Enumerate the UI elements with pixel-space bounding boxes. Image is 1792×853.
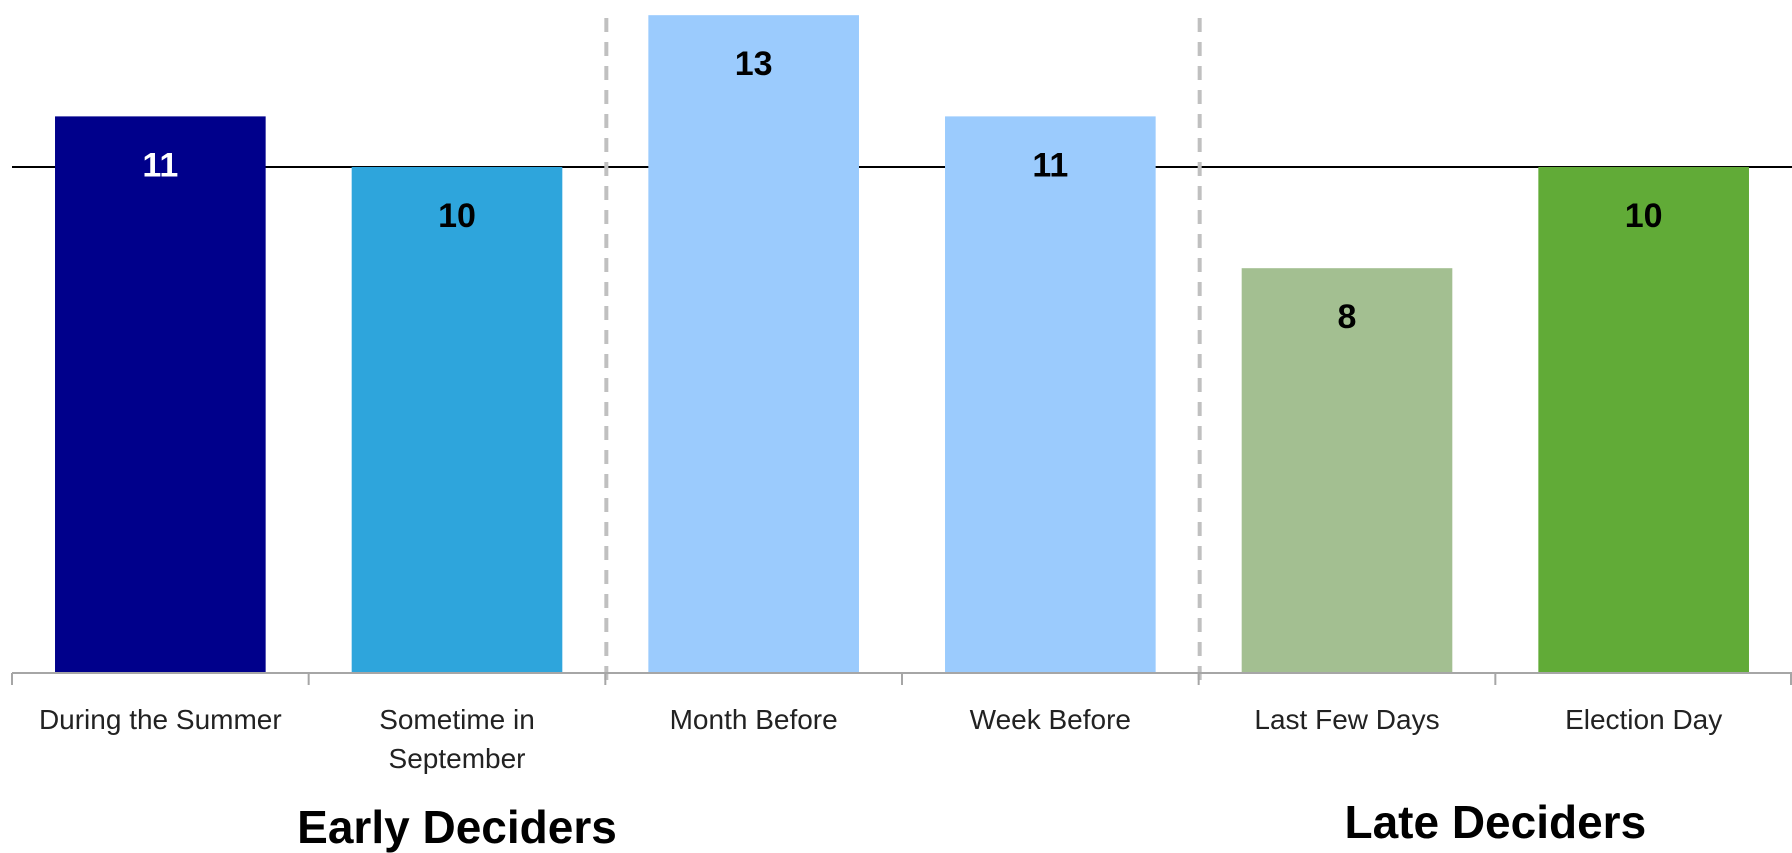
bar-group-5: 8 xyxy=(1241,268,1453,673)
bar-value-label-4: 11 xyxy=(1032,146,1068,184)
bar-value-label-3: 13 xyxy=(735,45,773,83)
x-tick-label-6: Election Day xyxy=(1565,704,1722,735)
bar-value-label-5: 8 xyxy=(1338,298,1357,336)
x-tick-label-3: Month Before xyxy=(670,704,838,735)
bar-value-label-2: 10 xyxy=(438,197,476,235)
x-tick-labels: During the Summer Sometime in September Mon… xyxy=(39,704,1722,774)
bar-group-2: 10 xyxy=(351,166,563,673)
bar-value-label-1: 11 xyxy=(142,146,178,184)
group-label-2: Late Deciders xyxy=(1344,796,1646,848)
x-axis xyxy=(11,672,1792,685)
bars-layer: 11 10 13 11 8 10 xyxy=(55,15,1749,673)
x-tick-label-1: During the Summer xyxy=(39,704,282,735)
bar-group-6: 10 xyxy=(1538,166,1749,673)
bar-1 xyxy=(55,116,266,673)
group-divider-layer xyxy=(604,18,1202,686)
bar-2 xyxy=(351,166,563,673)
x-tick-label-4: Week Before xyxy=(970,704,1131,735)
bar-6 xyxy=(1538,166,1749,673)
x-tick-label-5: Last Few Days xyxy=(1254,704,1439,735)
group-label-1: Early Deciders xyxy=(297,801,617,853)
bar-group-4: 11 xyxy=(945,116,1156,673)
x-tick-label-2: Sometime in September xyxy=(379,704,535,774)
group-labels: Early Deciders Late Deciders xyxy=(297,796,1646,853)
bar-group-3: 13 xyxy=(648,15,859,673)
bar-value-label-6: 10 xyxy=(1625,197,1663,235)
bar-3 xyxy=(648,15,859,673)
bar-4 xyxy=(945,116,1156,673)
bar-5 xyxy=(1241,268,1453,673)
bar-group-1: 11 xyxy=(55,116,266,673)
